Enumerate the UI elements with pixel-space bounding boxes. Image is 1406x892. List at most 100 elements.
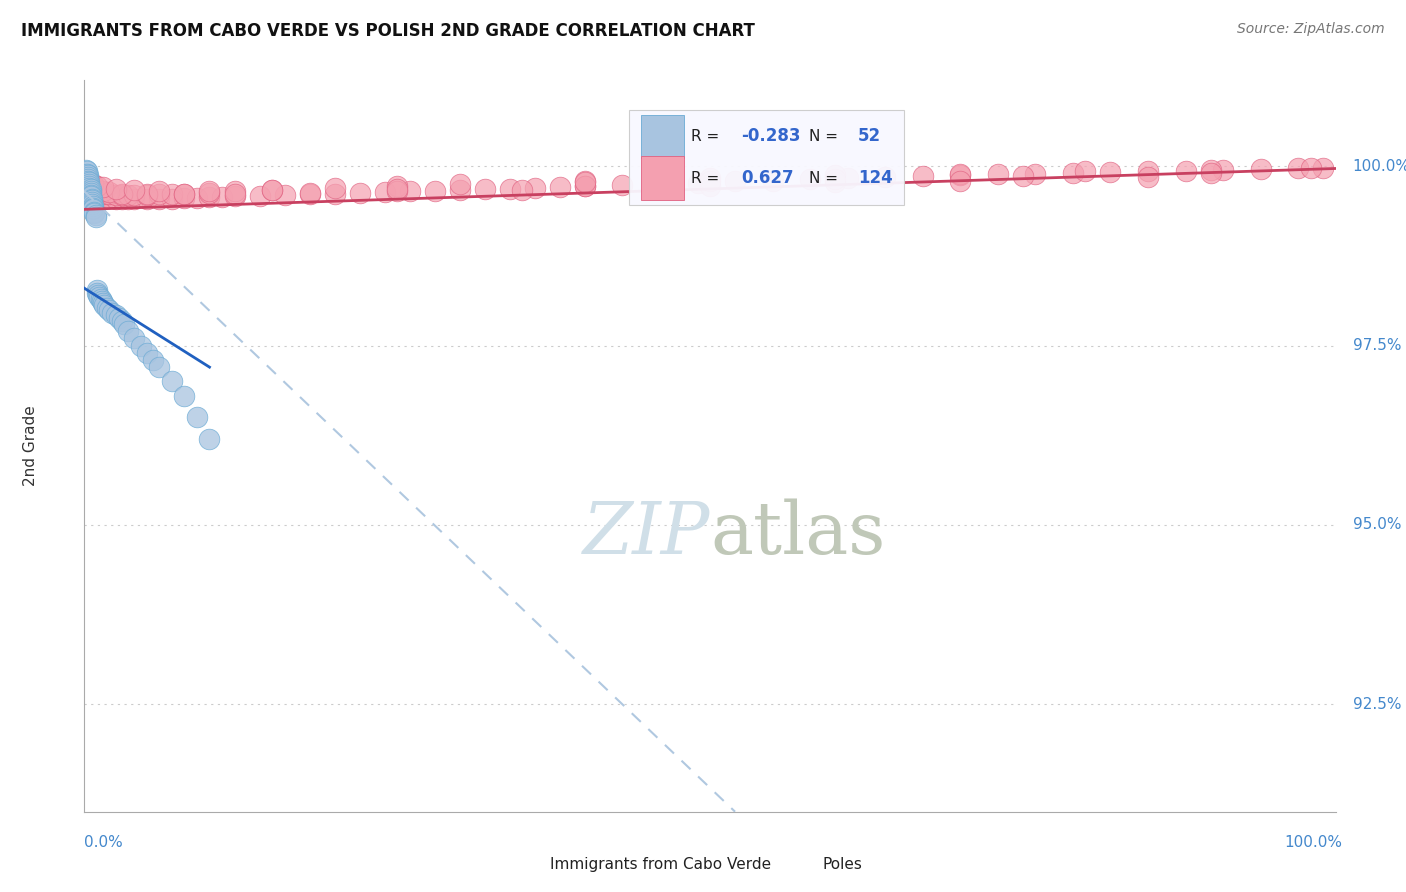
Point xyxy=(111,314,134,328)
Point xyxy=(79,188,101,202)
Point xyxy=(104,309,127,323)
Point xyxy=(398,185,420,199)
Point xyxy=(93,298,115,312)
Point xyxy=(86,185,108,199)
Point xyxy=(198,432,221,446)
Point xyxy=(117,192,139,206)
Text: atlas: atlas xyxy=(710,499,886,569)
Text: Poles: Poles xyxy=(823,857,862,871)
Point xyxy=(949,174,972,188)
Point xyxy=(124,188,146,202)
Point xyxy=(224,185,246,199)
Point xyxy=(79,185,101,199)
Point xyxy=(148,184,170,198)
Point xyxy=(1174,163,1197,178)
Point xyxy=(1024,167,1046,181)
Point xyxy=(96,187,118,202)
Point xyxy=(82,184,104,198)
Point xyxy=(91,180,114,194)
Point xyxy=(1212,162,1234,177)
Text: R =: R = xyxy=(692,170,724,186)
Point xyxy=(385,179,409,194)
Point xyxy=(612,178,634,192)
Point xyxy=(111,192,134,206)
Point xyxy=(374,185,396,199)
Text: N =: N = xyxy=(808,170,842,186)
Point xyxy=(385,185,409,199)
Point xyxy=(298,186,321,200)
Point xyxy=(124,192,146,206)
Point xyxy=(79,174,101,188)
Point xyxy=(83,184,105,198)
Point xyxy=(76,171,98,186)
Point xyxy=(1286,161,1309,176)
Point xyxy=(875,170,897,185)
Point xyxy=(474,182,496,196)
Point xyxy=(724,174,747,188)
Point xyxy=(82,178,104,192)
Point xyxy=(211,190,233,204)
Point xyxy=(949,167,972,181)
Point xyxy=(79,180,101,194)
Point xyxy=(108,311,131,326)
Point xyxy=(173,191,195,205)
Point xyxy=(762,174,785,188)
Text: -0.283: -0.283 xyxy=(741,128,801,145)
Point xyxy=(136,345,159,359)
Text: 97.5%: 97.5% xyxy=(1353,338,1400,353)
Point xyxy=(80,193,103,207)
Point xyxy=(84,208,107,222)
Point xyxy=(77,168,100,182)
Point xyxy=(224,189,246,203)
Point xyxy=(1299,161,1322,176)
Text: Source: ZipAtlas.com: Source: ZipAtlas.com xyxy=(1237,22,1385,37)
Point xyxy=(90,292,112,306)
Point xyxy=(76,174,98,188)
Point xyxy=(699,170,721,185)
Point xyxy=(79,175,101,189)
Text: 124: 124 xyxy=(858,169,893,187)
Point xyxy=(79,176,101,190)
Point xyxy=(124,183,146,197)
Text: Immigrants from Cabo Verde: Immigrants from Cabo Verde xyxy=(550,857,770,871)
Point xyxy=(79,178,101,192)
Point xyxy=(186,410,208,425)
Point xyxy=(86,284,108,298)
Point xyxy=(75,162,97,177)
Point xyxy=(89,188,111,202)
Point xyxy=(83,181,105,195)
Point xyxy=(198,186,221,200)
Point xyxy=(1099,165,1122,179)
Point xyxy=(79,178,101,192)
Point xyxy=(77,174,100,188)
Point xyxy=(86,178,108,193)
Text: 100.0%: 100.0% xyxy=(1285,836,1343,850)
Point xyxy=(77,175,100,189)
Point xyxy=(824,175,846,189)
Point xyxy=(86,186,108,201)
Point xyxy=(249,188,271,202)
Point xyxy=(799,172,821,186)
Point xyxy=(89,290,111,304)
Point xyxy=(824,168,846,182)
Point xyxy=(173,389,195,403)
Point xyxy=(198,184,221,198)
Text: 95.0%: 95.0% xyxy=(1353,517,1400,533)
Point xyxy=(349,186,371,200)
Point xyxy=(136,187,159,202)
Point xyxy=(91,184,114,198)
Point xyxy=(512,183,534,197)
Point xyxy=(104,192,127,206)
Point xyxy=(124,331,146,345)
Point xyxy=(76,177,98,191)
Point xyxy=(111,186,134,201)
Text: 0.0%: 0.0% xyxy=(84,836,124,850)
Point xyxy=(79,181,101,195)
Text: 100.0%: 100.0% xyxy=(1353,159,1406,174)
FancyBboxPatch shape xyxy=(641,156,683,200)
Point xyxy=(79,186,101,200)
Point xyxy=(148,192,170,206)
Text: R =: R = xyxy=(692,128,724,144)
Point xyxy=(90,294,112,309)
Point xyxy=(80,192,103,206)
